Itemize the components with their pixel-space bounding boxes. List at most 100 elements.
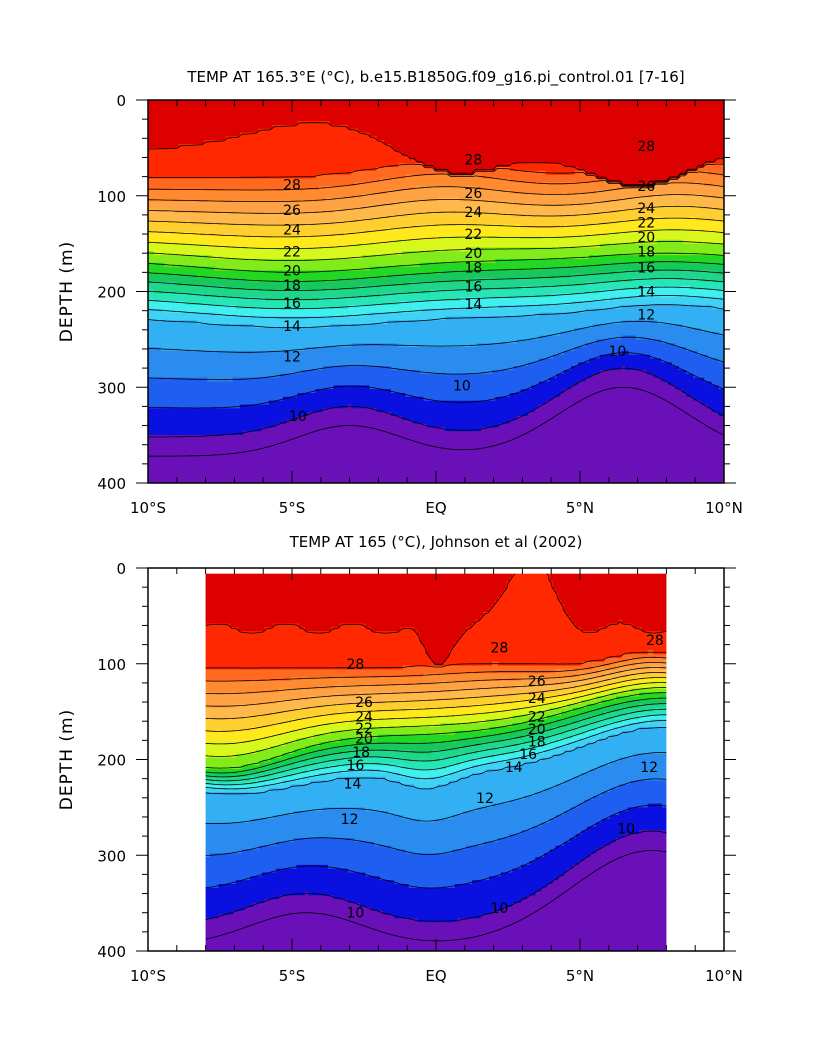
contour-cell xyxy=(627,700,667,705)
contour-cell xyxy=(578,803,649,808)
contour-cell xyxy=(686,392,724,398)
contour-cell xyxy=(205,715,246,720)
contour-cell xyxy=(440,723,513,728)
contour-cell xyxy=(301,370,421,375)
contour-cell xyxy=(257,128,360,134)
contour-cell xyxy=(387,320,622,325)
contour-cell xyxy=(627,807,667,812)
contour-cell xyxy=(512,700,559,705)
contour-cell xyxy=(148,431,244,436)
contour-cell xyxy=(205,719,292,724)
contour-cell xyxy=(247,278,338,283)
contour-cell xyxy=(592,373,655,379)
contour-line-16 xyxy=(148,286,724,310)
contour-cell xyxy=(437,680,565,686)
contour-cell xyxy=(472,703,539,709)
contour-cell xyxy=(148,258,496,264)
contour-cell xyxy=(473,278,633,283)
contour-label: 18 xyxy=(352,745,370,761)
contour-cell xyxy=(598,627,643,632)
y-tick-label: 300 xyxy=(97,379,126,397)
contour-line-27 xyxy=(205,656,667,682)
contour-cell xyxy=(653,373,694,379)
contour-cell xyxy=(205,677,292,682)
contour-cell xyxy=(549,377,586,383)
contour-cell xyxy=(205,669,557,674)
contour-cell xyxy=(585,308,724,314)
contour-cell xyxy=(581,830,640,835)
contour-cell xyxy=(362,193,655,199)
contour-cell xyxy=(205,860,531,866)
contour-cell xyxy=(365,872,502,877)
contour-cell xyxy=(286,419,414,425)
contour-cell xyxy=(325,753,459,759)
contour-line-18 xyxy=(148,269,724,291)
contour-label: 16 xyxy=(637,261,655,277)
axis-ticks xyxy=(136,99,736,484)
contour-cell xyxy=(273,761,295,766)
contour-cell xyxy=(604,658,629,663)
contour-cell xyxy=(205,899,266,904)
contour-cell xyxy=(581,700,603,705)
contour-cell xyxy=(529,719,557,724)
contour-cell xyxy=(412,419,511,425)
contour-cell xyxy=(310,780,401,785)
contour-cell xyxy=(339,623,367,628)
contour-cell xyxy=(460,776,574,782)
contour-cell xyxy=(209,853,545,858)
contour-cell xyxy=(653,182,705,187)
contour-cell xyxy=(359,903,513,908)
contour-cell xyxy=(401,415,518,421)
contour-cell xyxy=(394,880,473,885)
contour-cell xyxy=(387,190,511,195)
contour-cell xyxy=(205,761,260,766)
contour-cell xyxy=(571,274,724,279)
contour-cell xyxy=(499,423,724,429)
contour-cell xyxy=(398,163,424,168)
contour-cell xyxy=(535,857,585,862)
contour-cell xyxy=(205,696,309,701)
contour-cell xyxy=(351,719,487,724)
contour-cell xyxy=(552,753,634,759)
contour-cell xyxy=(355,182,622,187)
contour-cell xyxy=(431,658,447,663)
contour-label: 10 xyxy=(346,906,364,922)
contour-cell xyxy=(416,159,716,164)
contour-cell xyxy=(477,749,516,755)
contour-cell xyxy=(205,769,246,774)
contour-cell xyxy=(483,734,525,740)
contour-cell xyxy=(567,692,591,697)
contour-cell xyxy=(560,392,687,398)
contour-cell xyxy=(391,366,514,371)
contour-cell xyxy=(235,753,283,759)
contour-cell xyxy=(546,742,568,747)
contour-cell xyxy=(205,738,254,743)
contour-cell xyxy=(647,803,663,808)
contour-cell xyxy=(293,811,390,816)
contour-cell xyxy=(205,803,493,808)
contour-cell xyxy=(391,389,522,394)
contour-cell xyxy=(495,753,531,759)
contour-cell xyxy=(148,167,378,172)
contour-cell xyxy=(205,822,542,828)
contour-label: 10 xyxy=(490,901,508,917)
contour-cell xyxy=(520,677,588,682)
contour-cell xyxy=(369,385,532,390)
contour-line-29 xyxy=(205,573,667,665)
contour-cell xyxy=(558,592,667,598)
contour-cell xyxy=(205,895,280,900)
contour-cell xyxy=(558,700,583,705)
contour-cell xyxy=(509,757,542,763)
contour-label: 28 xyxy=(637,139,655,155)
contour-cell xyxy=(153,289,432,295)
contour-cell xyxy=(657,320,724,325)
contour-cell xyxy=(650,719,667,724)
contour-cell xyxy=(205,818,251,824)
contour-cell xyxy=(704,193,724,199)
contour-cell xyxy=(707,354,724,360)
contour-cell xyxy=(313,734,378,740)
contour-cell xyxy=(636,677,667,682)
y-tick-label: 100 xyxy=(97,188,126,206)
contour-cell xyxy=(627,711,667,717)
contour-cell xyxy=(148,140,205,145)
